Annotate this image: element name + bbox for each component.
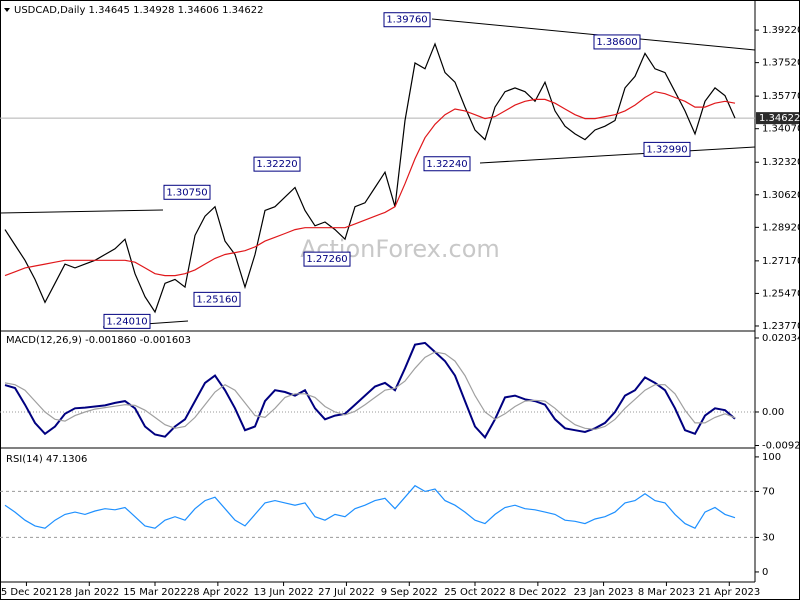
y-tick-label: 1.30620	[762, 190, 800, 201]
annotation-box	[303, 251, 351, 267]
y-tick-label: 0.020349	[762, 333, 800, 344]
x-tick-label: 28 Jan 2022	[59, 587, 119, 598]
annotation-label: 1.30750	[166, 187, 207, 198]
trend-line	[0, 209, 164, 214]
annotation-box	[643, 141, 691, 157]
y-tick-label: 1.23770	[762, 321, 800, 332]
annotation-box	[423, 156, 471, 172]
annotation-label: 1.24010	[106, 316, 147, 327]
rsi-title: RSI(14) 47.1306	[6, 454, 87, 465]
x-tick-label: 13 Jun 2022	[253, 587, 313, 598]
series-line	[4, 42, 736, 314]
x-tick-label: 15 Dec 2021	[0, 587, 58, 598]
y-tick-label: 1.27170	[762, 256, 800, 267]
y-tick-label: 30	[762, 532, 775, 543]
x-tick-label: 27 Jul 2022	[318, 587, 375, 598]
current-price-box	[756, 112, 799, 125]
series-line	[4, 91, 736, 277]
trend-line	[479, 146, 756, 164]
annotation-label: 1.25160	[196, 294, 237, 305]
annotation-label: 1.32240	[426, 159, 467, 170]
y-tick-label: 70	[762, 486, 775, 497]
x-tick-label: 9 Sep 2022	[381, 587, 438, 598]
annotation-box	[383, 12, 431, 28]
annotation-label: 1.38600	[596, 37, 637, 48]
x-tick-label: 21 Apr 2023	[698, 587, 760, 598]
annotation-box	[163, 184, 211, 200]
current-price-label: 1.34622	[759, 113, 800, 124]
y-tick-label: 0.00	[762, 407, 784, 418]
series-line	[4, 484, 736, 529]
y-tick-label: 100	[762, 452, 781, 463]
x-tick-label: 8 Dec 2022	[509, 587, 567, 598]
y-tick-label: 0	[762, 567, 768, 578]
y-tick-label: 1.32320	[762, 157, 800, 168]
annotation-label: 1.39760	[386, 15, 427, 26]
annotation-box	[103, 313, 151, 329]
macd-title: MACD(12,26,9) -0.001860 -0.001603	[6, 335, 191, 346]
annotation-box	[253, 156, 301, 172]
y-tick-label: 1.35770	[762, 91, 800, 102]
y-tick-label: 1.34070	[762, 124, 800, 135]
chart-title: USDCAD,Daily 1.34645 1.34928 1.34606 1.3…	[14, 5, 264, 16]
annotation-box	[593, 34, 641, 50]
annotation-label: 1.32990	[646, 144, 687, 155]
series-line	[4, 351, 736, 431]
y-tick-label: 1.25470	[762, 288, 800, 299]
x-tick-label: 28 Apr 2022	[187, 587, 249, 598]
y-tick-label: 1.39220	[762, 25, 800, 36]
x-tick-label: 8 Mar 2023	[638, 587, 695, 598]
x-tick-label: 25 Oct 2022	[444, 587, 506, 598]
x-tick-label: 23 Jan 2023	[574, 587, 634, 598]
annotation-label: 1.32220	[256, 159, 297, 170]
menu-arrow	[4, 8, 10, 12]
x-tick-label: 15 Mar 2022	[123, 587, 186, 598]
series-line	[4, 341, 736, 440]
y-tick-label: -0.009215	[762, 440, 800, 451]
y-tick-label: 1.28920	[762, 222, 800, 233]
y-tick-label: 1.37520	[762, 58, 800, 69]
annotation-box	[193, 291, 241, 307]
annotation-label: 1.27260	[306, 254, 347, 265]
